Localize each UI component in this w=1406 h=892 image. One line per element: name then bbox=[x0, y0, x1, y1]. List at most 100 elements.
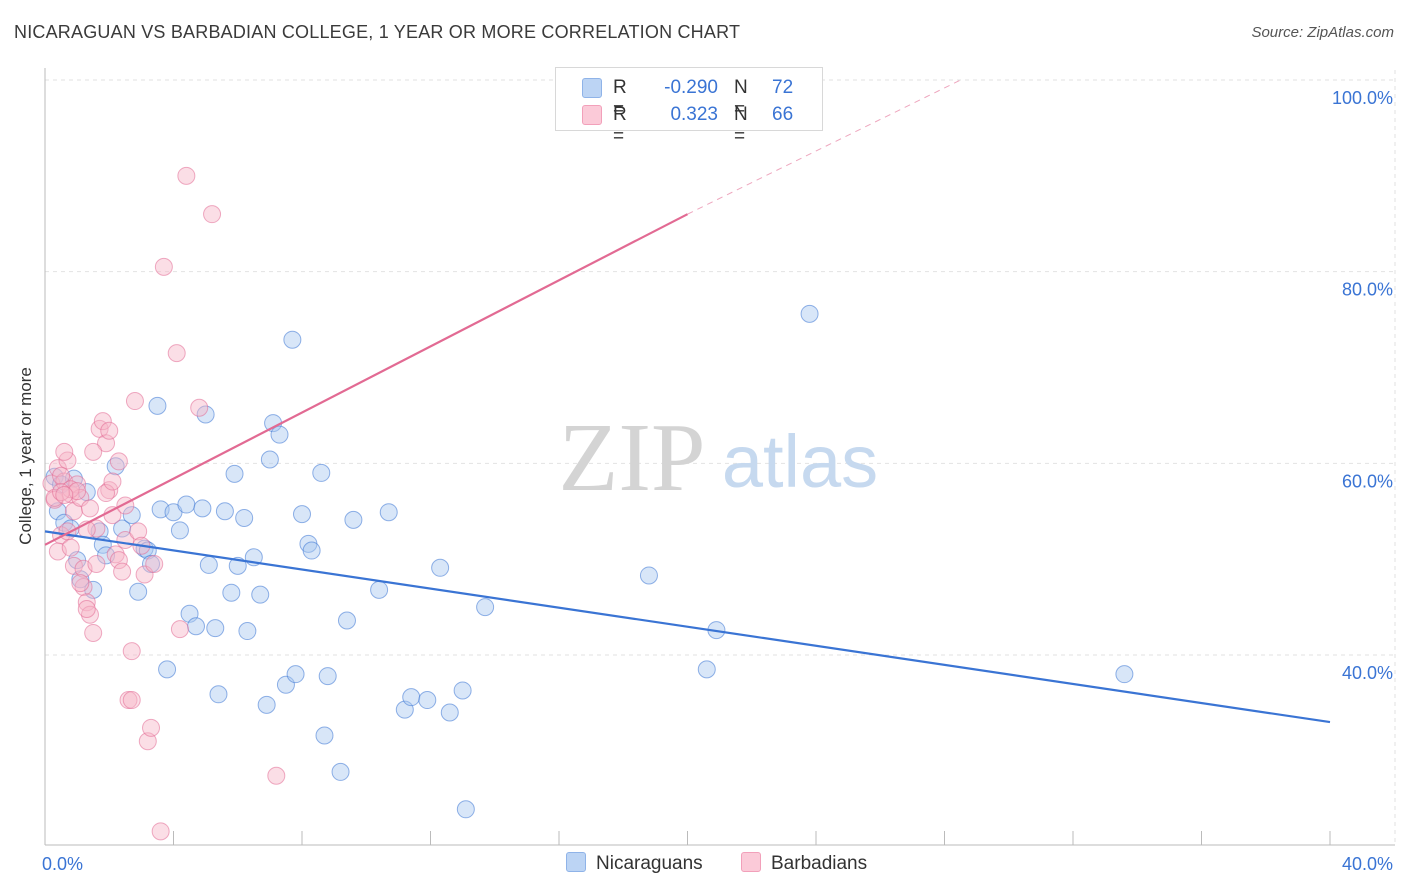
source-credit: Source: ZipAtlas.com bbox=[1251, 24, 1394, 41]
nicaraguans-trend-line bbox=[44, 530, 1331, 724]
nicaraguans-point bbox=[800, 304, 819, 323]
barbadians-point bbox=[138, 732, 157, 751]
watermark: ZIP atlas bbox=[559, 404, 879, 512]
nicaraguans-point bbox=[312, 463, 331, 482]
barbadians-point bbox=[125, 392, 144, 411]
nicaraguans-point bbox=[260, 450, 279, 469]
stats-legend: R = -0.290 N = 72 R = 0.323 N = 66 bbox=[555, 67, 823, 147]
n-value: 66 bbox=[772, 104, 794, 125]
nicaraguans-point bbox=[222, 583, 241, 602]
barbadians-trend-line bbox=[44, 213, 689, 546]
nicaraguans-point bbox=[177, 495, 196, 514]
nicaraguans-point bbox=[337, 611, 356, 630]
trend-lines bbox=[44, 79, 1331, 724]
nicaraguans-point bbox=[193, 499, 212, 518]
barbadians-point bbox=[55, 485, 74, 504]
barbadians-point bbox=[106, 545, 125, 564]
legend-label: Nicaraguans bbox=[596, 853, 703, 874]
nicaraguans-point bbox=[379, 503, 398, 522]
nicaraguans-point bbox=[251, 585, 270, 604]
nicaraguans-point bbox=[158, 660, 177, 679]
legend-item-barbadians[interactable]: Barbadians bbox=[741, 852, 867, 875]
barbadians-point bbox=[103, 472, 122, 491]
nicaraguans-point bbox=[697, 660, 716, 679]
n-value: 72 bbox=[772, 77, 794, 98]
barbadians-legend-swatch bbox=[741, 852, 761, 872]
barbadians-point bbox=[71, 574, 90, 593]
x-tick-label: 0.0% bbox=[42, 854, 83, 874]
nicaraguans-legend-swatch bbox=[566, 852, 586, 872]
nicaraguans-point bbox=[318, 667, 337, 686]
barbadians-point bbox=[84, 442, 103, 461]
barbadians-point bbox=[142, 718, 161, 737]
r-value: -0.290 bbox=[664, 77, 718, 98]
n-label: N = bbox=[734, 77, 748, 120]
barbadians-swatch bbox=[582, 105, 602, 125]
nicaraguans-point bbox=[344, 510, 363, 529]
barbadians-point bbox=[100, 421, 119, 440]
barbadians-point bbox=[77, 600, 96, 618]
nicaraguans-point bbox=[129, 582, 148, 601]
nicaraguans-point bbox=[293, 505, 311, 524]
y-tick-label: 100.0% bbox=[1332, 88, 1393, 108]
watermark-zip: ZIP bbox=[559, 404, 706, 512]
barbadians-point bbox=[145, 554, 164, 573]
barbadians-point bbox=[84, 623, 103, 642]
barbadians-point bbox=[55, 442, 74, 461]
barbadians-point bbox=[80, 605, 99, 624]
nicaraguans-point bbox=[196, 405, 215, 424]
nicaraguans-point bbox=[135, 539, 154, 558]
nicaraguans-point bbox=[639, 566, 658, 585]
nicaraguans-point bbox=[431, 558, 450, 577]
nicaraguans-point bbox=[270, 425, 289, 444]
nicaraguans-point bbox=[453, 681, 472, 700]
barbadians-point bbox=[170, 620, 189, 639]
barbadians-point bbox=[109, 452, 128, 471]
barbadians-point bbox=[113, 562, 132, 581]
barbadians-point bbox=[52, 466, 71, 485]
barbadians-point bbox=[93, 412, 112, 431]
nicaraguans-point bbox=[209, 685, 228, 704]
legend-item-nicaraguans[interactable]: Nicaraguans bbox=[566, 852, 703, 875]
barbadians-point bbox=[151, 822, 170, 841]
nicaraguans-point bbox=[315, 726, 334, 745]
nicaraguans-point bbox=[215, 502, 234, 521]
barbadians-point bbox=[80, 499, 99, 518]
barbadians-point bbox=[97, 484, 116, 503]
barbadians-point bbox=[52, 483, 71, 502]
barbadians-point bbox=[122, 691, 141, 710]
nicaraguans-point bbox=[186, 617, 205, 636]
nicaraguans-point bbox=[1115, 665, 1134, 684]
n-label: N = bbox=[734, 104, 748, 147]
barbadians-point bbox=[190, 398, 209, 417]
y-tick-label: 60.0% bbox=[1342, 471, 1393, 491]
r-label: R = bbox=[613, 104, 627, 147]
nicaraguans-point bbox=[370, 580, 389, 599]
y-axis-label: College, 1 year or more bbox=[16, 367, 35, 545]
nicaraguans-point bbox=[440, 703, 459, 722]
nicaraguans-point bbox=[235, 508, 254, 527]
nicaraguans-point bbox=[48, 502, 67, 521]
x-tick-label: 40.0% bbox=[1342, 854, 1393, 874]
tick-labels: 40.0% 60.0% 80.0% 100.0% 0.0% 40.0% bbox=[42, 88, 1393, 874]
barbadians-point bbox=[203, 205, 222, 224]
nicaraguans-point bbox=[199, 555, 218, 574]
barbadians-point bbox=[267, 766, 286, 785]
data-points bbox=[42, 69, 1134, 841]
nicaraguans-point bbox=[286, 665, 305, 684]
y-tick-label: 80.0% bbox=[1342, 280, 1393, 300]
nicaraguans-point bbox=[456, 800, 475, 819]
gridlines bbox=[45, 70, 1396, 845]
barbadians-point bbox=[167, 344, 186, 363]
barbadians-point bbox=[154, 257, 173, 276]
barbadians-trend-extension bbox=[687, 79, 961, 215]
barbadians-point bbox=[122, 642, 141, 661]
nicaraguans-point bbox=[402, 688, 421, 707]
nicaraguans-point bbox=[257, 695, 276, 714]
nicaraguans-point bbox=[331, 762, 350, 781]
nicaraguans-point bbox=[418, 691, 437, 710]
chart-title: NICARAGUAN VS BARBADIAN COLLEGE, 1 YEAR … bbox=[14, 22, 741, 42]
nicaraguans-point bbox=[106, 457, 125, 476]
barbadians-point bbox=[61, 538, 80, 557]
nicaraguans-point bbox=[302, 541, 321, 560]
